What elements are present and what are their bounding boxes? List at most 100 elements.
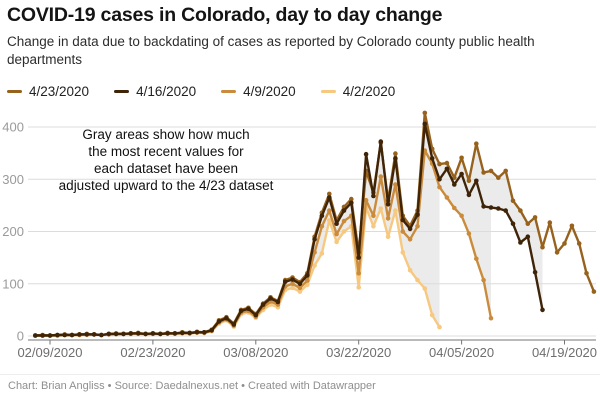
legend: 4/23/2020 4/16/2020 4/9/2020 4/2/2020 <box>7 84 395 99</box>
legend-label: 4/23/2020 <box>29 84 90 99</box>
series-point-4/16/2020 <box>172 331 178 336</box>
series-point-4/23/2020 <box>481 170 486 175</box>
attribution-footer: Chart: Brian Angliss • Source: Daedalnex… <box>0 374 600 400</box>
series-point-4/2/2020 <box>305 282 310 288</box>
series-point-4/23/2020 <box>437 161 442 167</box>
series-point-4/9/2020 <box>327 208 332 213</box>
series-point-4/2/2020 <box>429 312 435 318</box>
y-tick-label: 400 <box>2 120 24 135</box>
series-point-4/23/2020 <box>327 191 332 197</box>
series-point-4/23/2020 <box>488 168 494 174</box>
series-point-4/23/2020 <box>503 168 509 174</box>
series-point-4/16/2020 <box>312 237 317 242</box>
legend-label: 4/9/2020 <box>243 84 296 99</box>
series-point-4/16/2020 <box>466 192 472 198</box>
series-point-4/16/2020 <box>202 330 207 335</box>
series-point-4/9/2020 <box>466 231 472 236</box>
series-point-4/16/2020 <box>253 312 259 318</box>
series-point-4/16/2020 <box>334 221 339 226</box>
series-point-4/16/2020 <box>371 193 376 199</box>
series-point-4/23/2020 <box>576 241 582 246</box>
series-point-4/9/2020 <box>393 182 398 187</box>
series-point-4/16/2020 <box>422 121 428 127</box>
legend-item-4-9[interactable]: 4/9/2020 <box>221 84 296 99</box>
y-tick-label: 300 <box>2 172 24 187</box>
series-point-4/23/2020 <box>547 220 553 225</box>
series-point-4/23/2020 <box>452 175 457 180</box>
x-tick-label: 04/05/2020 <box>429 345 494 360</box>
series-point-4/23/2020 <box>444 160 450 166</box>
series-point-4/23/2020 <box>532 215 538 220</box>
legend-item-4-23[interactable]: 4/23/2020 <box>7 84 89 99</box>
series-point-4/2/2020 <box>341 229 347 234</box>
series-point-4/16/2020 <box>363 151 369 157</box>
series-point-4/23/2020 <box>422 110 428 116</box>
series-point-4/16/2020 <box>385 202 391 207</box>
annotation-line: Gray areas show how much <box>82 127 250 142</box>
series-point-4/16/2020 <box>246 306 251 312</box>
series-point-4/16/2020 <box>415 212 420 218</box>
series-point-4/2/2020 <box>422 286 428 291</box>
series-point-4/16/2020 <box>297 281 303 287</box>
annotation-line: adjusted upward to the 4/23 dataset <box>58 178 274 193</box>
series-point-4/9/2020 <box>415 224 420 229</box>
series-point-4/9/2020 <box>385 216 391 221</box>
series-point-4/23/2020 <box>474 141 479 146</box>
series-point-4/9/2020 <box>481 277 486 283</box>
chart-annotation: Gray areas show how much the most recent… <box>50 126 282 194</box>
series-point-4/9/2020 <box>319 224 325 229</box>
series-point-4/9/2020 <box>356 271 362 276</box>
series-point-4/9/2020 <box>363 197 369 203</box>
series-point-4/2/2020 <box>393 208 398 213</box>
legend-item-4-2[interactable]: 4/2/2020 <box>320 84 396 99</box>
legend-swatch-icon <box>114 90 130 93</box>
series-point-4/9/2020 <box>341 218 347 224</box>
series-point-4/2/2020 <box>334 239 339 245</box>
series-point-4/9/2020 <box>407 237 413 242</box>
series-point-4/23/2020 <box>518 208 523 213</box>
series-point-4/16/2020 <box>121 331 126 337</box>
series-point-4/2/2020 <box>385 234 391 239</box>
series-point-4/16/2020 <box>393 156 398 161</box>
series-point-4/16/2020 <box>143 331 148 337</box>
series-point-4/9/2020 <box>312 250 317 255</box>
series-point-4/16/2020 <box>341 208 347 213</box>
series-point-4/16/2020 <box>55 332 60 338</box>
series-point-4/16/2020 <box>510 221 516 226</box>
series-point-4/16/2020 <box>290 277 295 282</box>
series-point-4/9/2020 <box>378 174 384 179</box>
series-point-4/16/2020 <box>481 204 486 209</box>
series-point-4/16/2020 <box>540 307 545 313</box>
annotation-line: the most recent values for <box>88 144 244 159</box>
series-point-4/16/2020 <box>400 217 406 223</box>
series-point-4/16/2020 <box>194 330 200 335</box>
x-tick-label: 02/09/2020 <box>17 345 82 360</box>
series-point-4/16/2020 <box>518 240 523 245</box>
series-point-4/16/2020 <box>429 156 435 161</box>
series-point-4/16/2020 <box>275 299 281 305</box>
y-tick-label: 100 <box>2 276 24 291</box>
series-point-4/16/2020 <box>349 200 354 206</box>
series-point-4/16/2020 <box>474 178 479 184</box>
series-point-4/16/2020 <box>113 331 119 337</box>
series-point-4/23/2020 <box>540 244 545 250</box>
series-point-4/16/2020 <box>216 319 222 324</box>
legend-item-4-16[interactable]: 4/16/2020 <box>114 84 196 99</box>
series-point-4/16/2020 <box>158 331 163 337</box>
series-point-4/9/2020 <box>474 256 479 262</box>
series-point-4/2/2020 <box>371 224 376 229</box>
series-point-4/16/2020 <box>238 308 244 314</box>
series-point-4/9/2020 <box>452 205 457 211</box>
series-point-4/16/2020 <box>268 296 273 301</box>
series-point-4/16/2020 <box>231 322 237 327</box>
series-point-4/16/2020 <box>444 166 450 172</box>
legend-label: 4/2/2020 <box>342 84 396 99</box>
series-line-4/16/2020 <box>34 122 544 337</box>
series-point-4/9/2020 <box>334 231 339 237</box>
series-point-4/2/2020 <box>415 277 420 283</box>
series-point-4/23/2020 <box>591 289 597 294</box>
annotation-line: each dataset have been <box>93 161 239 176</box>
series-point-4/23/2020 <box>349 196 354 202</box>
series-point-4/16/2020 <box>224 315 229 321</box>
